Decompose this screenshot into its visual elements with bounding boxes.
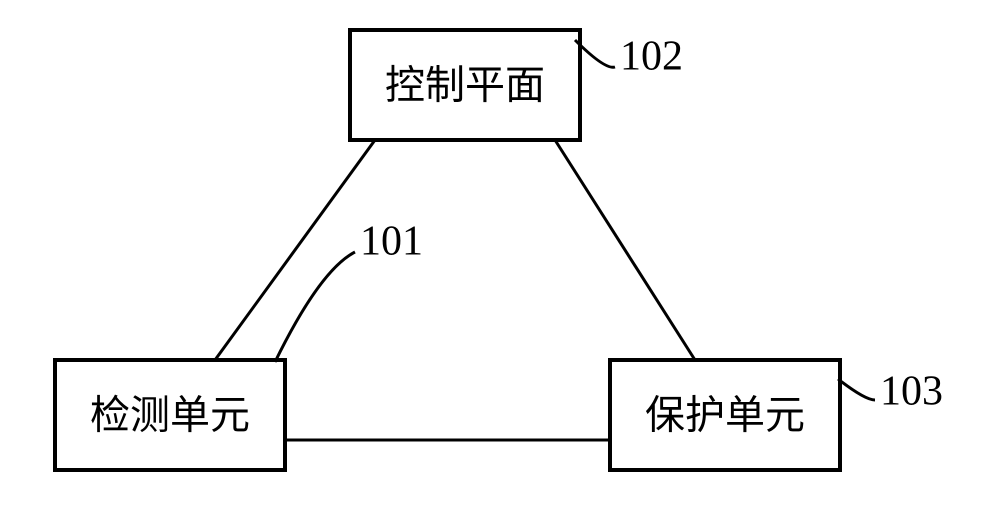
node-label-detection_unit: 检测单元: [90, 393, 250, 438]
edge-control_plane-protection_unit: [555, 140, 695, 360]
ref-number-detection_unit: 101: [360, 219, 423, 265]
node-label-control_plane: 控制平面: [385, 63, 545, 108]
leader-detection_unit: [275, 252, 355, 362]
node-label-protection_unit: 保护单元: [645, 393, 805, 438]
ref-number-protection_unit: 103: [880, 369, 943, 415]
leader-protection_unit: [838, 379, 875, 400]
diagram-canvas: 控制平面 102 检测单元 101 保护单元 103: [0, 0, 1000, 521]
edge-control_plane-detection_unit: [215, 140, 375, 360]
ref-number-control_plane: 102: [620, 34, 683, 80]
